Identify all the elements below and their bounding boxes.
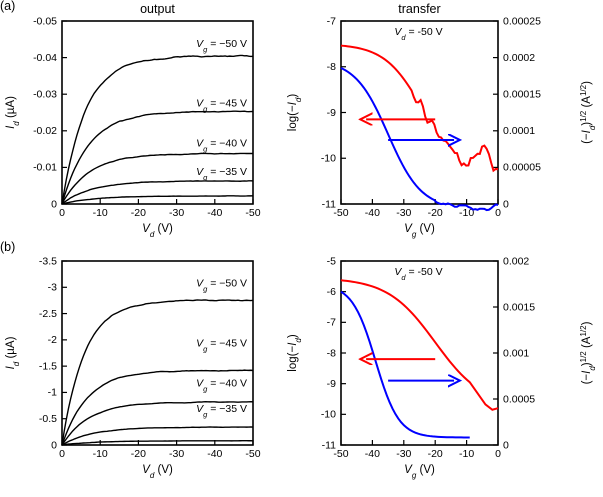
svg-text:-30: -30 <box>169 207 184 219</box>
svg-text:0.001: 0.001 <box>503 347 529 359</box>
svg-text:-20: -20 <box>131 207 146 219</box>
svg-text:0.0002: 0.0002 <box>503 52 535 64</box>
svg-text:-0.05: -0.05 <box>33 15 57 27</box>
svg-text:transfer: transfer <box>398 2 440 16</box>
svg-text:-11: -11 <box>322 439 337 451</box>
svg-text:-2.5: -2.5 <box>39 308 57 320</box>
svg-text:0: 0 <box>495 448 501 460</box>
svg-text:0.00005: 0.00005 <box>503 162 541 174</box>
svg-text:0: 0 <box>503 439 509 451</box>
svg-text:0: 0 <box>59 448 65 460</box>
svg-text:-0.04: -0.04 <box>33 52 57 64</box>
svg-text:0.002: 0.002 <box>503 255 529 267</box>
svg-text:-40: -40 <box>207 207 222 219</box>
svg-text:-9: -9 <box>327 378 336 390</box>
svg-text:-11: -11 <box>322 198 337 210</box>
svg-text:-30: -30 <box>396 207 411 219</box>
svg-text:-10: -10 <box>321 153 336 165</box>
svg-text:-10: -10 <box>321 409 336 421</box>
svg-text:0.0015: 0.0015 <box>503 301 535 313</box>
svg-text:-50: -50 <box>245 448 260 460</box>
svg-text:-30: -30 <box>396 448 411 460</box>
svg-text:-20: -20 <box>428 207 443 219</box>
svg-text:-30: -30 <box>169 448 184 460</box>
svg-text:-20: -20 <box>131 448 146 460</box>
svg-text:-3.5: -3.5 <box>39 255 57 267</box>
svg-text:-0.5: -0.5 <box>39 413 57 425</box>
svg-text:0.0005: 0.0005 <box>503 393 535 405</box>
svg-text:-7: -7 <box>327 15 336 27</box>
svg-text:-10: -10 <box>93 448 108 460</box>
svg-text:-6: -6 <box>327 286 336 298</box>
svg-text:0: 0 <box>51 198 57 210</box>
svg-text:-0.02: -0.02 <box>33 125 57 137</box>
svg-text:(b): (b) <box>0 240 15 254</box>
svg-text:-10: -10 <box>459 448 474 460</box>
svg-text:-40: -40 <box>365 207 380 219</box>
svg-text:-1.5: -1.5 <box>39 360 57 372</box>
svg-text:-7: -7 <box>327 317 336 329</box>
svg-text:-9: -9 <box>327 107 336 119</box>
svg-text:0: 0 <box>59 207 65 219</box>
svg-text:0: 0 <box>495 207 501 219</box>
svg-text:-1: -1 <box>48 387 57 399</box>
svg-text:-50: -50 <box>245 207 260 219</box>
svg-text:-40: -40 <box>365 448 380 460</box>
svg-text:-8: -8 <box>327 61 336 73</box>
svg-text:-0.03: -0.03 <box>33 89 57 101</box>
svg-text:-20: -20 <box>428 448 443 460</box>
svg-text:-40: -40 <box>207 448 222 460</box>
svg-text:-8: -8 <box>327 347 336 359</box>
svg-text:-2: -2 <box>48 334 57 346</box>
svg-text:-5: -5 <box>327 255 336 267</box>
svg-text:0.00015: 0.00015 <box>503 89 541 101</box>
svg-text:0.0001: 0.0001 <box>503 125 535 137</box>
svg-text:-3: -3 <box>48 282 57 294</box>
svg-text:0: 0 <box>51 439 57 451</box>
svg-text:-0.01: -0.01 <box>33 162 57 174</box>
svg-text:0.00025: 0.00025 <box>503 15 541 27</box>
svg-text:0: 0 <box>503 198 509 210</box>
svg-text:-10: -10 <box>93 207 108 219</box>
svg-text:output: output <box>140 2 175 16</box>
svg-text:(a): (a) <box>0 0 15 13</box>
